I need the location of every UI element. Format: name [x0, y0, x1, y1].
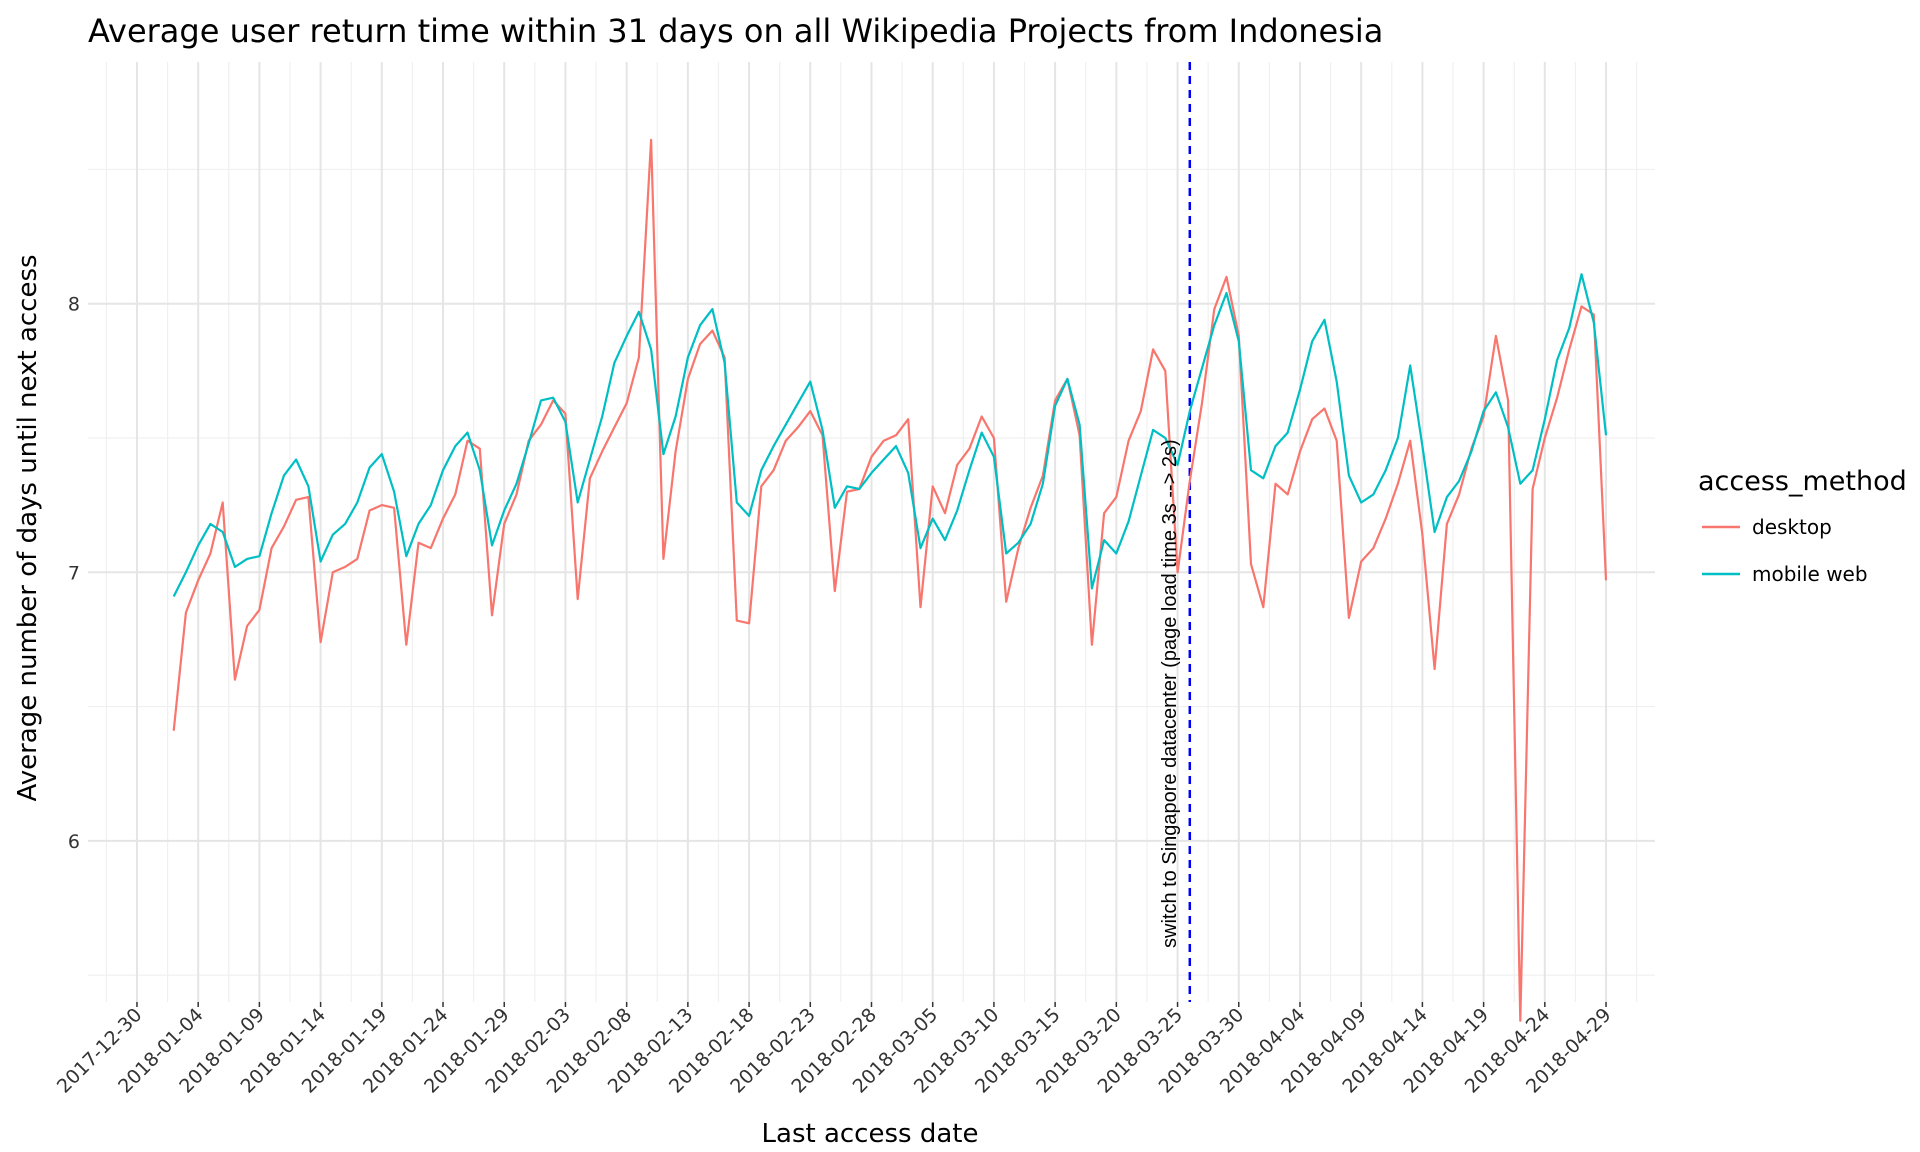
legend: access_method desktop mobile web: [1698, 466, 1907, 586]
legend-label-desktop: desktop: [1752, 515, 1832, 539]
y-tick-labels: 6 7 8: [68, 294, 80, 853]
series-line-desktop: [172, 138, 1608, 1022]
annotation-label: switch to Singapore datacenter (page loa…: [1159, 439, 1181, 948]
x-axis-title: Last access date: [762, 1119, 979, 1149]
y-tick-label: 6: [68, 831, 80, 853]
y-axis-title: Average number of days until next access: [13, 254, 43, 801]
legend-label-mobile-web: mobile web: [1752, 562, 1868, 586]
annotation-label-group: switch to Singapore datacenter (page loa…: [1159, 439, 1181, 948]
y-tick-label: 8: [68, 294, 80, 316]
chart-title: Average user return time within 31 days …: [88, 12, 1383, 50]
series-line-mobile-web: [172, 273, 1608, 597]
grid: [88, 62, 1655, 1002]
y-tick-label: 7: [68, 562, 80, 584]
legend-title: access_method: [1698, 466, 1907, 497]
x-tick-labels: 2017-12-302018-01-042018-01-092018-01-14…: [53, 1002, 1616, 1098]
series-group: [172, 138, 1608, 1022]
